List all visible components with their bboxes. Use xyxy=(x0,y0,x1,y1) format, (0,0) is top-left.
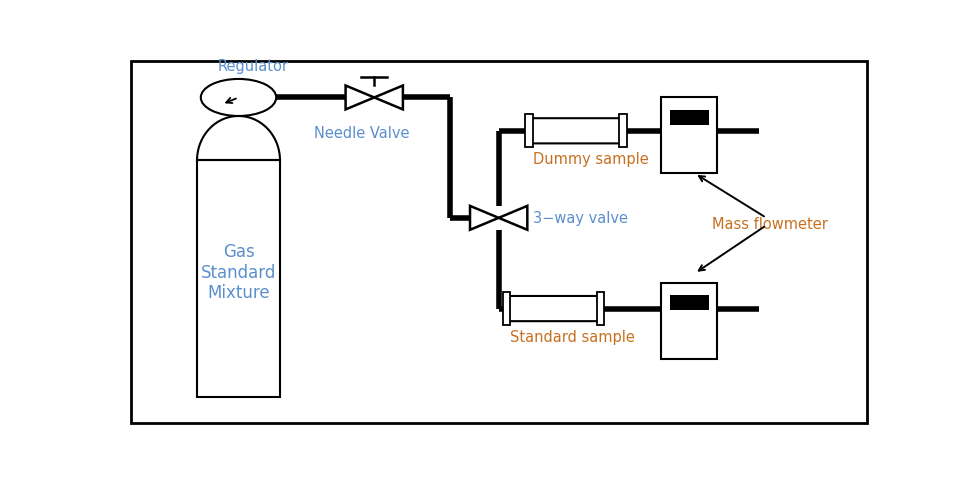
Text: Standard sample: Standard sample xyxy=(510,329,634,344)
Bar xyxy=(669,110,709,126)
Circle shape xyxy=(200,80,276,117)
Bar xyxy=(661,283,717,359)
Bar xyxy=(661,98,717,174)
FancyBboxPatch shape xyxy=(528,119,624,144)
FancyBboxPatch shape xyxy=(505,296,601,322)
Bar xyxy=(620,115,627,148)
Bar xyxy=(669,295,709,311)
Text: Gas
Standard
Mixture: Gas Standard Mixture xyxy=(200,242,276,302)
Text: Needle Valve: Needle Valve xyxy=(313,126,410,141)
Bar xyxy=(198,161,280,397)
Text: Mass flowmeter: Mass flowmeter xyxy=(712,216,828,231)
FancyBboxPatch shape xyxy=(130,62,867,423)
Bar xyxy=(525,115,532,148)
Bar xyxy=(502,293,510,325)
Bar xyxy=(596,293,604,325)
Text: Dummy sample: Dummy sample xyxy=(532,152,648,167)
Text: Regulator: Regulator xyxy=(218,59,289,74)
Text: 3−way valve: 3−way valve xyxy=(532,211,628,226)
Bar xyxy=(231,106,246,117)
